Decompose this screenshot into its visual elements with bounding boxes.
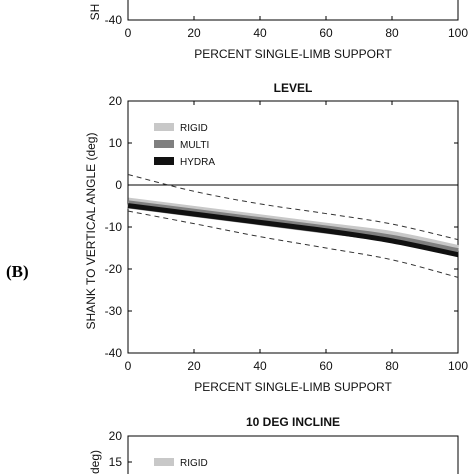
incline-title: 10 DEG INCLINE <box>246 415 340 429</box>
top-y-axis-label: SH <box>88 4 102 21</box>
legend-swatch-rigid <box>154 123 174 131</box>
incline-legend-label-rigid: RIGID <box>180 458 208 469</box>
top-x-tick-label: 60 <box>319 26 333 40</box>
top-x-tick-label: 100 <box>448 26 468 40</box>
level-y-tick-label: -30 <box>105 304 123 318</box>
level-x-axis-label: PERCENT SINGLE-LIMB SUPPORT <box>194 380 392 394</box>
top-x-tick-label: 40 <box>253 26 267 40</box>
level-title: LEVEL <box>274 81 313 95</box>
level-legend: RIGID MULTI HYDRA <box>154 123 215 168</box>
level-y-tick-label: -40 <box>105 346 123 360</box>
level-x-tick-label: 20 <box>187 359 201 373</box>
top-x-axis-label: PERCENT SINGLE-LIMB SUPPORT <box>194 47 392 61</box>
incline-plot-area <box>127 435 459 474</box>
incline-legend: RIGID <box>154 458 208 469</box>
level-y-tick-label: -20 <box>105 262 123 276</box>
level-plot-area <box>127 100 460 354</box>
legend-label-rigid: RIGID <box>180 123 208 134</box>
level-y-tick-labels: 20 10 0 -10 -20 -30 -40 <box>105 94 458 360</box>
level-x-tick-label: 40 <box>253 359 267 373</box>
top-x-tick-label: 0 <box>125 26 132 40</box>
incline-y-axis-label: (deg) <box>88 450 102 474</box>
level-x-tick-label: 100 <box>448 359 468 373</box>
incline-y-tick-label: 15 <box>109 455 123 469</box>
top-x-tick-labels: 0 20 40 60 80 100 <box>125 16 468 40</box>
legend-swatch-hydra <box>154 157 174 165</box>
level-x-tick-label: 80 <box>385 359 399 373</box>
top-x-tick-label: 20 <box>187 26 201 40</box>
level-x-tick-label: 60 <box>319 359 333 373</box>
level-y-axis-label: SHANK TO VERTICAL ANGLE (deg) <box>84 133 98 330</box>
level-series-hydra <box>127 203 459 258</box>
level-y-tick-label: 20 <box>109 94 123 108</box>
panel-label-b: (B) <box>6 262 29 281</box>
legend-swatch-multi <box>154 140 174 148</box>
level-x-tick-labels: 0 20 40 60 80 100 <box>125 101 468 373</box>
level-panel: LEVEL (B) SHANK TO VERTICAL ANGLE (deg) … <box>6 81 468 394</box>
legend-label-multi: MULTI <box>180 140 209 151</box>
legend-label-hydra: HYDRA <box>180 157 215 168</box>
incline-plot-frame <box>127 435 459 474</box>
top-y-tick-label: -40 <box>105 13 123 27</box>
level-y-tick-label: 0 <box>115 178 122 192</box>
top-plot-frame <box>127 0 459 21</box>
level-y-tick-label: 10 <box>109 136 123 150</box>
top-panel: SH -40 0 20 40 60 80 100 PERCENT SINGLE-LIMB … <box>88 0 468 61</box>
top-x-tick-label: 80 <box>385 26 399 40</box>
level-x-tick-label: 0 <box>125 359 132 373</box>
incline-y-tick-label: 20 <box>109 429 123 443</box>
incline-legend-swatch-rigid <box>154 458 174 466</box>
level-y-tick-label: -10 <box>105 220 123 234</box>
